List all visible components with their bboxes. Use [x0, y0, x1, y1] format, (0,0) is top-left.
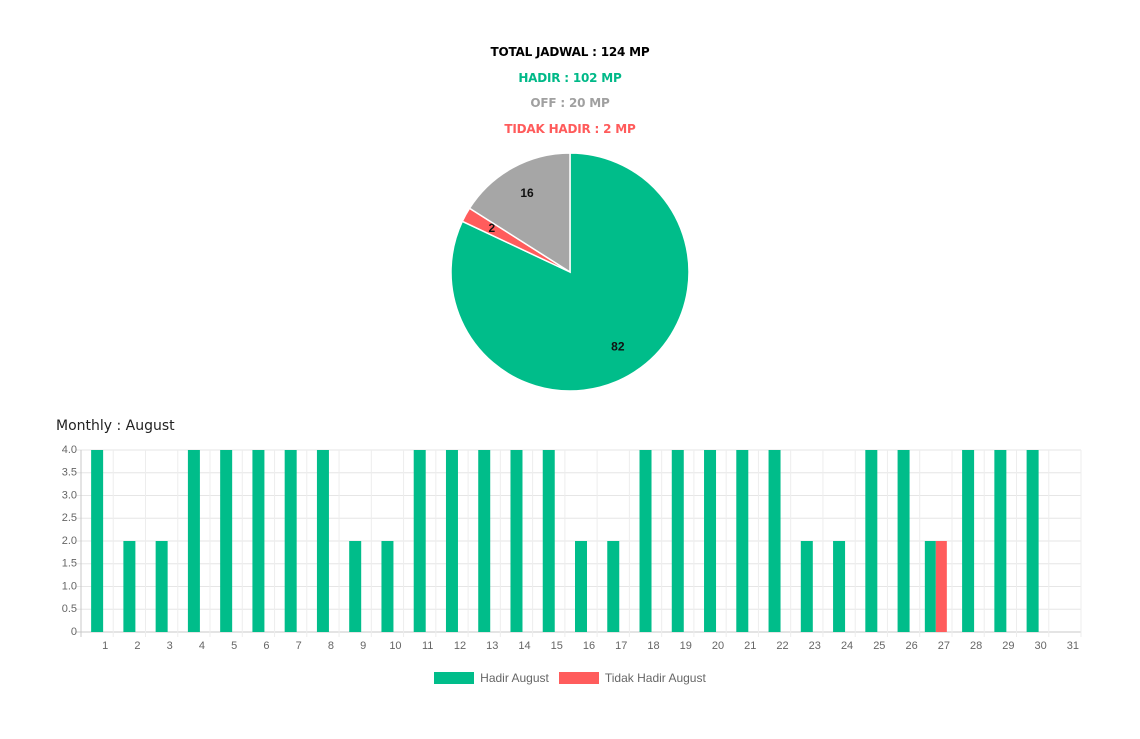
y-tick-label: 4.0: [62, 444, 77, 456]
bar-hadir-day-3[interactable]: [155, 541, 168, 632]
x-tick-label: 24: [841, 640, 853, 652]
bar-hadir-day-13[interactable]: [478, 450, 491, 632]
x-tick-label: 28: [970, 640, 982, 652]
bar-hadir-day-30[interactable]: [1026, 450, 1039, 632]
pie-label-tidak-hadir: 2: [488, 221, 495, 235]
bar-hadir-day-5[interactable]: [220, 450, 233, 632]
x-tick-label: 3: [167, 640, 173, 652]
off-count-text: OFF : 20 MP: [530, 96, 610, 110]
legend-item-tidak-hadir[interactable]: Tidak Hadir August: [558, 671, 706, 685]
x-tick-label: 8: [328, 640, 334, 652]
x-tick-label: 14: [518, 640, 530, 652]
x-tick-label: 29: [1002, 640, 1014, 652]
x-tick-label: 19: [680, 640, 692, 652]
x-tick-label: 22: [776, 640, 788, 652]
bar-hadir-day-27[interactable]: [924, 541, 936, 632]
bar-hadir-day-8[interactable]: [316, 450, 329, 632]
bar-hadir-day-17[interactable]: [607, 541, 620, 632]
legend-item-hadir[interactable]: Hadir August: [434, 671, 549, 685]
bar-hadir-day-10[interactable]: [381, 541, 394, 632]
x-tick-label: 4: [199, 640, 205, 652]
legend-label-hadir: Hadir August: [480, 671, 549, 685]
y-tick-label: 3.5: [62, 467, 77, 479]
legend-swatch-tidak-hadir: [558, 672, 599, 684]
x-tick-label: 2: [134, 640, 140, 652]
present-count-text: HADIR : 102 MP: [518, 70, 622, 85]
pie-slice-hadir[interactable]: [450, 152, 690, 392]
attendance-pie-chart: 82 2 16: [450, 152, 690, 392]
bar-tidak-hadir-day-27[interactable]: [935, 541, 947, 632]
x-tick-label: 7: [296, 640, 302, 652]
bar-hadir-day-26[interactable]: [897, 450, 910, 632]
bar-hadir-day-14[interactable]: [510, 450, 523, 632]
x-tick-label: 12: [454, 640, 466, 652]
bar-hadir-day-1[interactable]: [91, 450, 104, 632]
y-tick-label: 2.0: [62, 535, 77, 547]
x-tick-label: 21: [744, 640, 756, 652]
monthly-chart-title: Monthly : August: [56, 418, 175, 434]
bar-hadir-day-15[interactable]: [542, 450, 555, 632]
monthly-bar-chart: 4.03.53.02.52.01.51.00.501 2 3 4 5 6 7 8 9 10 11 12…: [62, 444, 1082, 652]
y-tick-label: 1.5: [62, 558, 77, 570]
x-tick-label: 13: [486, 640, 498, 652]
legend-swatch-hadir: [434, 672, 475, 684]
bar-hadir-day-22[interactable]: [768, 450, 781, 632]
x-tick-label: 11: [422, 640, 433, 652]
y-tick-label: 0.5: [62, 603, 77, 615]
summary-block: TOTAL JADWAL : 124 MP HADIR : 102 MP OFF…: [0, 40, 1140, 142]
bar-hadir-day-9[interactable]: [349, 541, 362, 632]
y-tick-label: 2.5: [62, 512, 77, 524]
x-tick-label: 17: [615, 640, 627, 652]
x-tick-label: 23: [809, 640, 821, 652]
bar-hadir-day-6[interactable]: [252, 450, 265, 632]
x-tick-label: 25: [873, 640, 885, 652]
x-tick-label: 26: [905, 640, 917, 652]
bar-hadir-day-2[interactable]: [123, 541, 136, 632]
x-tick-label: 1: [102, 640, 108, 652]
bar-hadir-day-19[interactable]: [671, 450, 684, 632]
bar-hadir-day-23[interactable]: [800, 541, 813, 632]
absent-count-text: TIDAK HADIR : 2 MP: [504, 121, 636, 136]
legend-label-tidak-hadir: Tidak Hadir August: [604, 671, 706, 685]
pie-slice-off[interactable]: [468, 152, 571, 274]
x-tick-label: 31: [1067, 640, 1079, 652]
x-tick-label: 9: [360, 640, 366, 652]
bar-hadir-day-11[interactable]: [413, 450, 426, 632]
bar-hadir-day-7[interactable]: [284, 450, 297, 632]
x-tick-label: 20: [712, 640, 724, 652]
y-tick-label: 3.0: [62, 489, 77, 501]
pie-label-off: 16: [520, 186, 534, 200]
bar-hadir-day-24[interactable]: [833, 541, 846, 632]
x-tick-label: 16: [583, 640, 595, 652]
x-tick-label: 5: [231, 640, 237, 652]
bar-hadir-day-16[interactable]: [575, 541, 587, 632]
bar-chart-legend: Hadir August Tidak Hadir August: [0, 671, 1140, 685]
bar-hadir-day-18[interactable]: [639, 450, 652, 632]
x-tick-label: 10: [389, 640, 401, 652]
x-tick-label: 27: [938, 640, 950, 652]
total-schedule-text: TOTAL JADWAL : 124 MP: [490, 45, 650, 59]
y-tick-label: 1.0: [62, 580, 77, 592]
x-tick-label: 15: [551, 640, 563, 652]
bar-hadir-day-25[interactable]: [865, 450, 878, 632]
x-tick-label: 18: [647, 640, 659, 652]
x-tick-label: 30: [1034, 640, 1046, 652]
bar-hadir-day-4[interactable]: [187, 450, 200, 632]
bar-hadir-day-29[interactable]: [994, 450, 1007, 632]
bar-hadir-day-20[interactable]: [704, 450, 717, 632]
y-tick-label: 0: [71, 626, 77, 638]
bar-hadir-day-12[interactable]: [445, 450, 458, 632]
bar-hadir-day-28[interactable]: [962, 450, 975, 632]
pie-label-hadir: 82: [611, 340, 625, 354]
bar-hadir-day-21[interactable]: [736, 450, 749, 632]
x-tick-label: 6: [263, 640, 269, 652]
